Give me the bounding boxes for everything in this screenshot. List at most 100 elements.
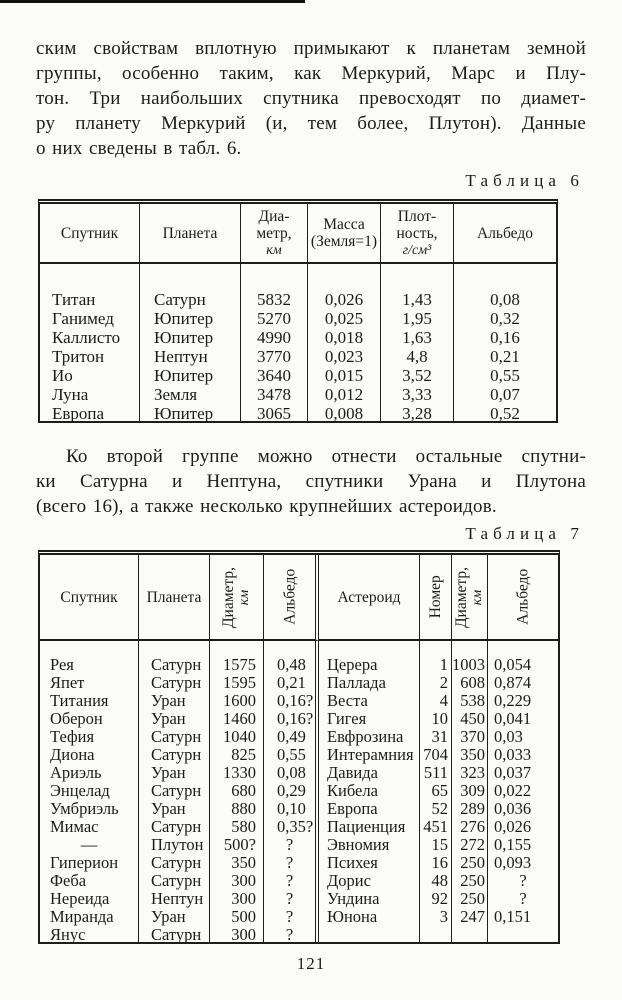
cell: 309 bbox=[452, 781, 488, 800]
cell: 3,28 bbox=[381, 404, 454, 423]
column-header: Альбедо bbox=[264, 555, 319, 641]
spacer-cell bbox=[210, 641, 264, 656]
cell: 250 bbox=[452, 889, 488, 908]
cell: Сатурн bbox=[139, 673, 210, 692]
cell: 1595 bbox=[210, 673, 264, 692]
cell: Сатурн bbox=[139, 853, 210, 872]
table-7-caption: Таблица 7 bbox=[465, 524, 584, 543]
cell: Тефия bbox=[40, 727, 139, 746]
text-line: Ко второй группе можно отнести остальные… bbox=[66, 446, 586, 467]
cell: Земля bbox=[140, 385, 241, 404]
cell: Рея bbox=[40, 655, 139, 674]
cell: 0,16? bbox=[264, 691, 319, 710]
cell: Каллисто bbox=[40, 328, 140, 347]
cell: 350 bbox=[210, 853, 264, 872]
page-number: 121 bbox=[296, 954, 326, 973]
cell: Плутон bbox=[139, 835, 210, 854]
cell: 451 bbox=[420, 817, 452, 836]
cell: 0,093 bbox=[494, 853, 532, 872]
cell: ? bbox=[264, 925, 319, 944]
cell: Сатурн bbox=[139, 925, 210, 944]
cell: 680 bbox=[210, 781, 264, 800]
cell: 0,16? bbox=[264, 709, 319, 728]
cell: 250 bbox=[452, 853, 488, 872]
cell: 52 bbox=[420, 799, 452, 818]
cell: 0,07 bbox=[490, 384, 520, 404]
cell: 1,95 bbox=[381, 309, 454, 328]
spacer-cell bbox=[454, 264, 556, 290]
cell: ? bbox=[264, 907, 319, 926]
cell: Юпитер bbox=[140, 328, 241, 347]
cell: 0,35? bbox=[264, 817, 319, 836]
table-6: Спутник Планета Диа-метр, км Масса (Земля=1) П… bbox=[38, 199, 558, 423]
cell: Луна bbox=[40, 385, 140, 404]
cell: Сатурн bbox=[139, 817, 210, 836]
cell: 0,55 bbox=[490, 365, 520, 385]
cell: 0,10 bbox=[264, 799, 319, 818]
cell: 0,08 bbox=[264, 763, 319, 782]
cell: 92 bbox=[420, 889, 452, 908]
cell: 0,55 bbox=[264, 745, 319, 764]
text-line: тон. Три наибольших спутника превосходят… bbox=[36, 88, 586, 109]
cell: Церера bbox=[319, 655, 420, 674]
cell: 5832 bbox=[241, 290, 308, 309]
cell: 0,023 bbox=[308, 347, 381, 366]
cell: 4990 bbox=[241, 328, 308, 347]
cell: ? bbox=[264, 853, 319, 872]
cell: Япет bbox=[40, 673, 139, 692]
cell: 300 bbox=[210, 889, 264, 908]
cell: Ундина bbox=[319, 889, 420, 908]
cell: 4,8 bbox=[381, 347, 454, 366]
cell: Интерамния bbox=[319, 745, 420, 764]
text-line: о них сведены в табл. 6. bbox=[36, 138, 242, 159]
column-header: Спутник bbox=[40, 204, 140, 264]
cell: 0,026 bbox=[494, 817, 532, 836]
cell: 3 bbox=[420, 907, 452, 926]
cell: 3,33 bbox=[381, 385, 454, 404]
column-header: Планета bbox=[139, 555, 210, 641]
cell: Тритон bbox=[40, 347, 140, 366]
cell: 3770 bbox=[241, 347, 308, 366]
cell: 1003 bbox=[452, 655, 488, 674]
cell: 31 bbox=[420, 727, 452, 746]
cell: Нереида bbox=[40, 889, 139, 908]
cell: 0,041 bbox=[494, 709, 532, 728]
spacer-cell bbox=[381, 264, 454, 290]
column-header: Астероид bbox=[319, 555, 420, 641]
cell: Уран bbox=[139, 763, 210, 782]
scan-edge-artifact bbox=[0, 0, 305, 3]
cell: 880 bbox=[210, 799, 264, 818]
cell: 825 bbox=[210, 745, 264, 764]
spacer-cell bbox=[420, 641, 452, 656]
cell bbox=[488, 926, 558, 944]
cell: 0,036 bbox=[494, 799, 532, 818]
cell: Веста bbox=[319, 691, 420, 710]
cell: 0,151 bbox=[494, 907, 532, 926]
cell: 0,21 bbox=[264, 673, 319, 692]
cell: Сатурн bbox=[139, 727, 210, 746]
cell: 1575 bbox=[210, 655, 264, 674]
cell: 538 bbox=[452, 691, 488, 710]
spacer-cell bbox=[139, 641, 210, 656]
cell: 608 bbox=[452, 673, 488, 692]
column-header: Альбедо bbox=[454, 204, 556, 264]
spacer-cell bbox=[488, 641, 558, 656]
cell: 0,29 bbox=[264, 781, 319, 800]
spacer-cell bbox=[308, 264, 381, 290]
cell: Кибела bbox=[319, 781, 420, 800]
cell: Умбриэль bbox=[40, 799, 139, 818]
cell: Нептун bbox=[139, 889, 210, 908]
cell: Европа bbox=[40, 404, 140, 423]
cell: 450 bbox=[452, 709, 488, 728]
cell: Юнона bbox=[319, 907, 420, 926]
cell: 0,037 bbox=[494, 763, 532, 782]
cell: 0,874 bbox=[494, 673, 532, 692]
cell: Европа bbox=[319, 799, 420, 818]
cell: Евфрозина bbox=[319, 727, 420, 746]
cell: 5270 bbox=[241, 309, 308, 328]
cell: Юпитер bbox=[140, 309, 241, 328]
cell: 1330 bbox=[210, 763, 264, 782]
cell: ? bbox=[264, 835, 319, 854]
cell bbox=[319, 926, 420, 944]
cell: 0,033 bbox=[494, 745, 532, 764]
